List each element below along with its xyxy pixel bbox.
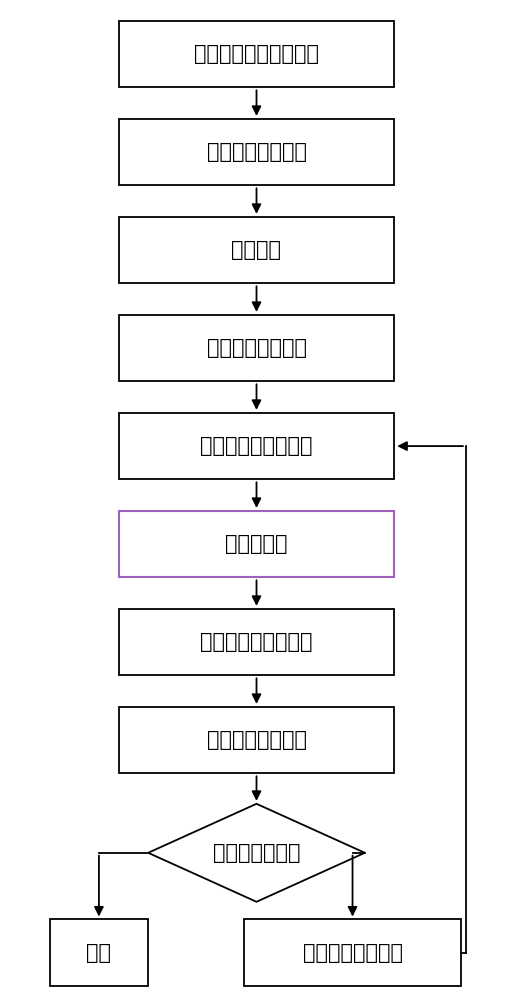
Bar (119, 511, 394, 577)
Bar (119, 707, 394, 773)
Bar (119, 609, 394, 675)
Text: 测量放样: 测量放样 (231, 240, 282, 260)
Text: 进行浅层地表固化: 进行浅层地表固化 (207, 142, 306, 162)
Bar (119, 119, 394, 185)
Polygon shape (148, 804, 365, 902)
Text: 结束: 结束 (86, 943, 111, 963)
Text: 反转搅拌提升钻杆: 反转搅拌提升钻杆 (207, 730, 306, 750)
Text: 平整待修复的污染场地: 平整待修复的污染场地 (194, 44, 319, 64)
Bar (119, 217, 394, 283)
Bar (244, 919, 461, 986)
Bar (119, 21, 394, 87)
Bar (50, 919, 148, 986)
Text: 移动搅拌设备的钻杆: 移动搅拌设备的钻杆 (200, 436, 313, 456)
Bar (119, 315, 394, 381)
Bar (119, 413, 394, 479)
Text: 反转搅拌提升钻杆: 反转搅拌提升钻杆 (303, 943, 403, 963)
Text: 预搅拌钻进: 预搅拌钻进 (225, 534, 288, 554)
Text: 注入药剂并双向搅拌: 注入药剂并双向搅拌 (200, 632, 313, 652)
Text: 双向搅拌设备就位: 双向搅拌设备就位 (207, 338, 306, 358)
Text: 是否有下一桩位: 是否有下一桩位 (213, 843, 300, 863)
